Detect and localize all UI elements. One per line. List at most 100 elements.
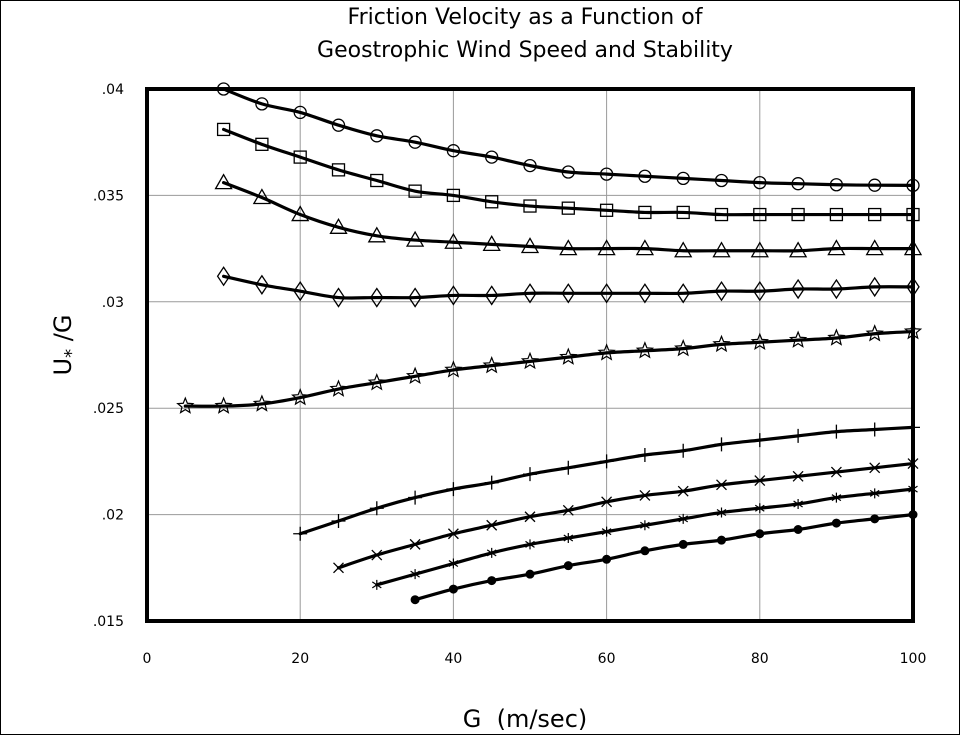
data-point-asterisk xyxy=(525,539,535,550)
data-point-triangle xyxy=(291,205,310,222)
data-point-square xyxy=(446,188,461,203)
series-layer xyxy=(176,82,923,605)
data-point-plus xyxy=(791,428,806,443)
data-point-circle xyxy=(408,135,422,149)
data-point-star xyxy=(405,366,425,385)
data-point-asterisk xyxy=(410,569,420,580)
data-point-square xyxy=(255,137,269,151)
data-point-cross xyxy=(639,489,651,501)
data-point-diamond xyxy=(255,274,269,295)
data-point-cross xyxy=(371,549,383,561)
data-point-star xyxy=(520,351,540,370)
data-point-star xyxy=(635,341,655,359)
data-point-square xyxy=(753,207,767,222)
data-point-star xyxy=(712,334,731,353)
series-square xyxy=(216,122,920,222)
y-tick-label: .015 xyxy=(93,614,124,630)
data-point-circle xyxy=(676,171,690,186)
data-point-dot xyxy=(717,535,726,545)
data-point-triangle xyxy=(597,239,616,256)
data-point-cross xyxy=(716,479,727,491)
data-point-circle xyxy=(446,144,461,158)
data-point-star xyxy=(597,343,616,361)
data-point-square xyxy=(370,173,384,188)
data-point-dot xyxy=(831,518,841,528)
data-point-plus xyxy=(408,490,423,505)
data-point-asterisk xyxy=(869,488,880,499)
data-point-plus xyxy=(599,454,614,469)
data-point-diamond xyxy=(484,285,499,306)
data-point-triangle xyxy=(712,241,731,258)
data-point-dot xyxy=(487,576,497,586)
data-point-diamond xyxy=(638,283,652,304)
data-point-square xyxy=(599,203,614,217)
data-point-triangle xyxy=(674,241,693,258)
data-point-star xyxy=(674,339,693,357)
data-point-diamond xyxy=(753,280,767,302)
series-line-circle xyxy=(222,87,915,187)
data-point-plus xyxy=(676,443,691,458)
data-point-square xyxy=(829,207,844,222)
data-point-triangle xyxy=(252,188,272,205)
series-plus xyxy=(293,420,920,541)
data-point-star xyxy=(214,396,233,414)
data-point-star xyxy=(291,387,310,406)
x-tick-label: 0 xyxy=(143,651,152,667)
data-point-plus xyxy=(523,467,537,482)
data-point-dot xyxy=(410,595,420,605)
data-point-plus xyxy=(561,460,576,475)
data-point-circle xyxy=(485,150,499,164)
series-line-square xyxy=(222,127,915,217)
data-point-dot xyxy=(563,561,573,571)
series-cross xyxy=(333,458,919,574)
y-axis-label-main: U xyxy=(49,358,77,376)
data-point-cross xyxy=(333,562,344,574)
data-point-diamond xyxy=(829,278,844,300)
x-tick-label: 80 xyxy=(751,651,769,667)
x-tick-label: 60 xyxy=(598,651,616,667)
data-point-triangle xyxy=(559,239,578,256)
data-point-triangle xyxy=(788,241,808,258)
y-axis-label: U* /G xyxy=(49,315,82,376)
data-point-triangle xyxy=(635,239,655,256)
x-axis-label: G (m/sec) xyxy=(463,705,588,733)
data-point-asterisk xyxy=(448,558,459,569)
tick-labels-layer: 0 20 40 60 80 100 .015 .02 .025 .03 .035 .04 xyxy=(93,82,927,667)
data-point-dot xyxy=(602,554,612,564)
series-diamond xyxy=(216,266,920,308)
data-point-circle xyxy=(370,129,384,143)
data-point-plus xyxy=(714,437,729,452)
data-point-asterisk xyxy=(716,507,727,518)
data-point-triangle xyxy=(444,232,463,249)
data-point-diamond xyxy=(331,287,346,308)
data-point-circle xyxy=(523,158,537,173)
data-point-diamond xyxy=(293,280,307,302)
data-point-star xyxy=(252,394,272,412)
series-line-cross xyxy=(336,461,915,570)
data-point-cross xyxy=(830,466,842,478)
data-point-asterisk xyxy=(563,533,574,544)
data-point-square xyxy=(216,122,231,137)
data-point-circle xyxy=(638,169,652,183)
data-point-triangle xyxy=(865,239,884,256)
data-point-triangle xyxy=(827,239,846,256)
data-point-cross xyxy=(486,519,498,531)
data-point-dot xyxy=(448,584,458,594)
data-point-diamond xyxy=(561,283,576,304)
data-point-star xyxy=(559,347,578,365)
data-point-plus xyxy=(829,424,844,439)
data-point-cross xyxy=(524,511,536,523)
data-point-asterisk xyxy=(486,547,497,558)
data-point-square xyxy=(485,195,499,209)
x-tick-label: 100 xyxy=(900,651,927,667)
data-point-circle xyxy=(255,97,269,111)
data-point-plus xyxy=(331,513,346,528)
data-point-square xyxy=(868,207,882,222)
data-point-star xyxy=(788,330,808,348)
y-tick-label: .035 xyxy=(93,188,124,204)
data-point-asterisk xyxy=(601,526,612,537)
chart-title: Friction Velocity as a Function of xyxy=(348,5,704,30)
data-point-square xyxy=(523,199,537,213)
data-point-square xyxy=(676,205,690,220)
